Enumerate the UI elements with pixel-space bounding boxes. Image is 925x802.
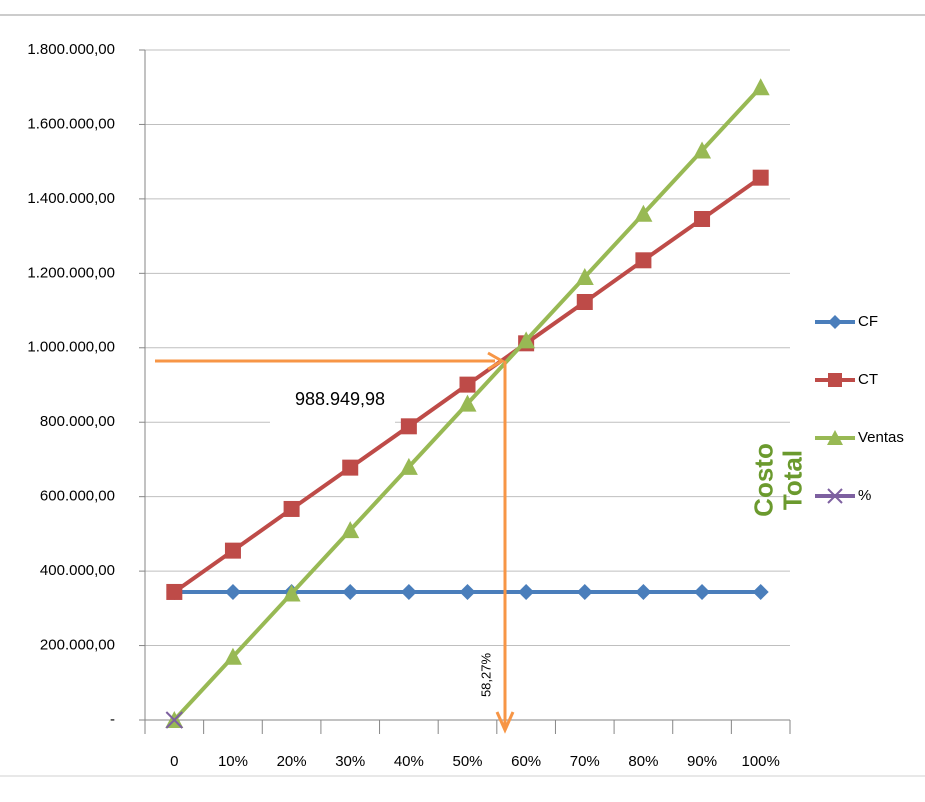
x-tick-label: 100% xyxy=(741,753,779,770)
x-tick-label: 0 xyxy=(170,753,178,770)
marker xyxy=(752,583,769,600)
marker xyxy=(400,583,417,600)
y-tick-label: 1.600.000,00 xyxy=(27,115,115,132)
x-tick-label: 50% xyxy=(452,753,482,770)
y-tick-label: 800.000,00 xyxy=(40,413,115,430)
marker xyxy=(575,268,594,286)
marker xyxy=(223,647,242,665)
marker xyxy=(827,488,843,504)
marker xyxy=(224,583,241,600)
label-box xyxy=(270,377,395,423)
annotation: CostoTotal xyxy=(749,443,808,517)
marker xyxy=(576,583,593,600)
annotation: 58,27% xyxy=(478,653,493,698)
marker xyxy=(693,141,712,159)
marker xyxy=(827,430,843,445)
x-tick-label: 90% xyxy=(687,753,717,770)
arrow-head xyxy=(495,711,515,734)
marker xyxy=(459,583,476,600)
y-tick-label: 600.000,00 xyxy=(40,488,115,505)
marker xyxy=(576,293,593,310)
marker xyxy=(458,394,477,412)
y-tick-label: - xyxy=(110,711,115,728)
x-tick-label: 10% xyxy=(218,753,248,770)
x-tick-label: 60% xyxy=(511,753,541,770)
marker xyxy=(828,373,842,387)
marker xyxy=(342,459,359,476)
x-tick-label: 20% xyxy=(277,753,307,770)
marker xyxy=(517,331,536,349)
legend-label: Ventas xyxy=(858,429,904,446)
y-tick-label: 1.200.000,00 xyxy=(27,264,115,281)
arrow-head xyxy=(487,351,506,371)
marker xyxy=(751,78,770,96)
legend-label: % xyxy=(858,487,871,504)
marker xyxy=(459,376,476,393)
x-tick-label: 70% xyxy=(570,753,600,770)
marker xyxy=(165,711,184,729)
grid xyxy=(145,49,790,647)
x-tick-label: 30% xyxy=(335,753,365,770)
y-tick-label: 1.400.000,00 xyxy=(27,190,115,207)
marker xyxy=(166,583,183,600)
marker xyxy=(634,204,653,222)
legend-label: CT xyxy=(858,371,878,388)
marker xyxy=(400,418,417,435)
marker xyxy=(694,210,711,227)
marker xyxy=(282,584,301,602)
marker xyxy=(752,169,769,186)
marker xyxy=(342,583,359,600)
marker xyxy=(635,583,652,600)
marker xyxy=(399,457,418,475)
marker xyxy=(518,583,535,600)
marker xyxy=(635,252,652,269)
plot xyxy=(165,78,770,729)
axes: - 200.000,00 400.000,00 600.000,00 800.000,0… xyxy=(27,41,791,770)
annotation: 988.949,98 xyxy=(295,389,385,409)
marker xyxy=(283,500,300,517)
marker xyxy=(224,542,241,559)
y-tick-label: 200.000,00 xyxy=(40,637,115,654)
x-tick-label: 40% xyxy=(394,753,424,770)
marker xyxy=(694,583,711,600)
y-tick-label: 400.000,00 xyxy=(40,562,115,579)
y-tick-label: 1.800.000,00 xyxy=(27,41,115,58)
y-tick-label: 1.000.000,00 xyxy=(27,339,115,356)
marker xyxy=(828,315,842,329)
legend-label: CF xyxy=(858,313,878,330)
x-tick-label: 80% xyxy=(628,753,658,770)
legend: CF CT Ventas% xyxy=(815,313,904,504)
marker xyxy=(341,521,360,539)
break-even-annotation: 988.949,98 58,27% CostoTotal xyxy=(155,351,808,734)
